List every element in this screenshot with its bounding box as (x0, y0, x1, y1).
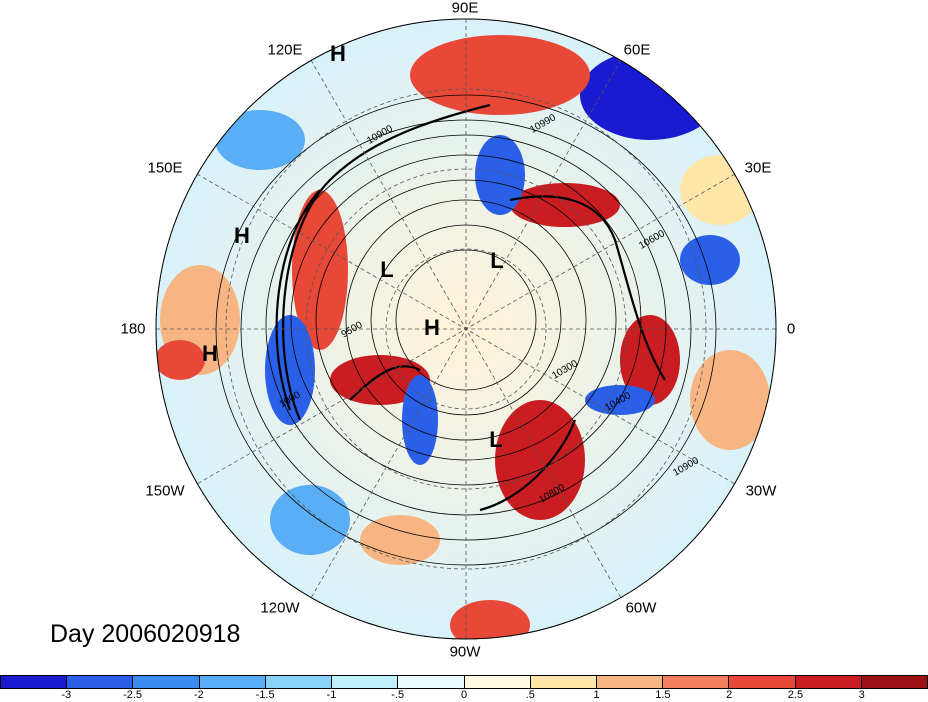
colorbar-swatch (663, 676, 730, 688)
colorbar-tick-label: -2 (193, 689, 204, 701)
colorbar (0, 675, 928, 689)
polar-stereographic-map (155, 18, 777, 640)
high-center: H (330, 41, 346, 66)
low-center: L (380, 257, 394, 282)
colorbar-swatch (795, 676, 862, 688)
colorbar-tick-label: .5 (525, 689, 535, 701)
lon-label-90e: 90E (451, 0, 479, 17)
colorbar-tick-label: 3 (858, 689, 865, 701)
low-center: L (490, 248, 504, 273)
jet-contours (275, 103, 666, 512)
colorbar-swatch (1, 676, 68, 688)
lon-label-120w: 120W (260, 599, 300, 617)
colorbar-tick-label: -3 (61, 689, 72, 701)
lon-label-180: 180 (120, 320, 146, 338)
colorbar-swatch (67, 676, 134, 688)
colorbar-tick-label: -.5 (391, 689, 405, 701)
colorbar-tick-label: 1 (593, 689, 600, 701)
colorbar-tick-label: 2.5 (787, 689, 804, 701)
lon-label-60w: 60W (625, 599, 657, 617)
colorbar-swatch (199, 676, 266, 688)
lon-label-30w: 30W (745, 482, 777, 500)
high-center: H (424, 315, 440, 340)
lon-label-0: 0 (786, 320, 796, 338)
lon-label-60e: 60E (623, 41, 651, 59)
colorbar-swatch (332, 676, 399, 688)
lon-label-30e: 30E (744, 159, 772, 177)
lon-label-150w: 150W (145, 482, 185, 500)
colorbar-swatch (133, 676, 200, 688)
colorbar-swatch (729, 676, 796, 688)
colorbar-swatch (530, 676, 597, 688)
colorbar-tick-label: -1.5 (255, 689, 275, 701)
lon-label-150e: 150E (147, 159, 183, 177)
low-center: L (489, 427, 503, 452)
colorbar-tick-label: 0 (460, 689, 468, 701)
anomaly-field (156, 19, 776, 639)
colorbar-swatch (398, 676, 465, 688)
colorbar-labels: -3 -2.5 -2 -1.5 -1 -.5 0 .5 1 1.5 2 2.5 3 (0, 689, 928, 702)
lon-label-90w: 90W (449, 643, 481, 661)
colorbar-tick-label: -1 (326, 689, 337, 701)
colorbar-swatch (265, 676, 333, 688)
colorbar-swatch (861, 676, 928, 688)
colorbar-tick-label: 2 (726, 689, 733, 701)
colorbar-swatch (596, 676, 664, 688)
high-center: H (234, 223, 250, 248)
colorbar-tick-label: -2.5 (123, 689, 143, 701)
lon-label-120e: 120E (267, 41, 303, 59)
colorbar-swatch (464, 676, 531, 688)
high-center: H (202, 341, 218, 366)
colorbar-tick-label: 1.5 (655, 689, 671, 701)
day-label: Day 2006020918 (50, 620, 241, 648)
